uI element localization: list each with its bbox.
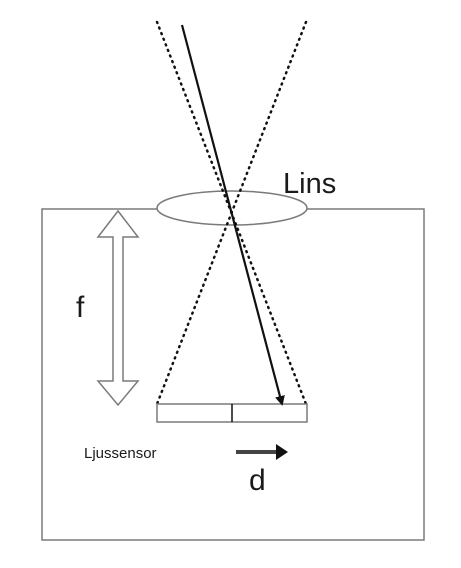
lens-label: Lins: [283, 168, 336, 200]
displacement-label: d: [249, 464, 266, 497]
sensor-label: Ljussensor: [84, 445, 157, 462]
camera-body: [41, 208, 425, 541]
focal-length-label: f: [76, 291, 85, 324]
focal-length-double-arrow: [96, 209, 140, 407]
incoming-light-ray: [180, 24, 285, 406]
lens-ellipse: [156, 190, 308, 226]
displacement-arrowhead: [276, 444, 288, 460]
